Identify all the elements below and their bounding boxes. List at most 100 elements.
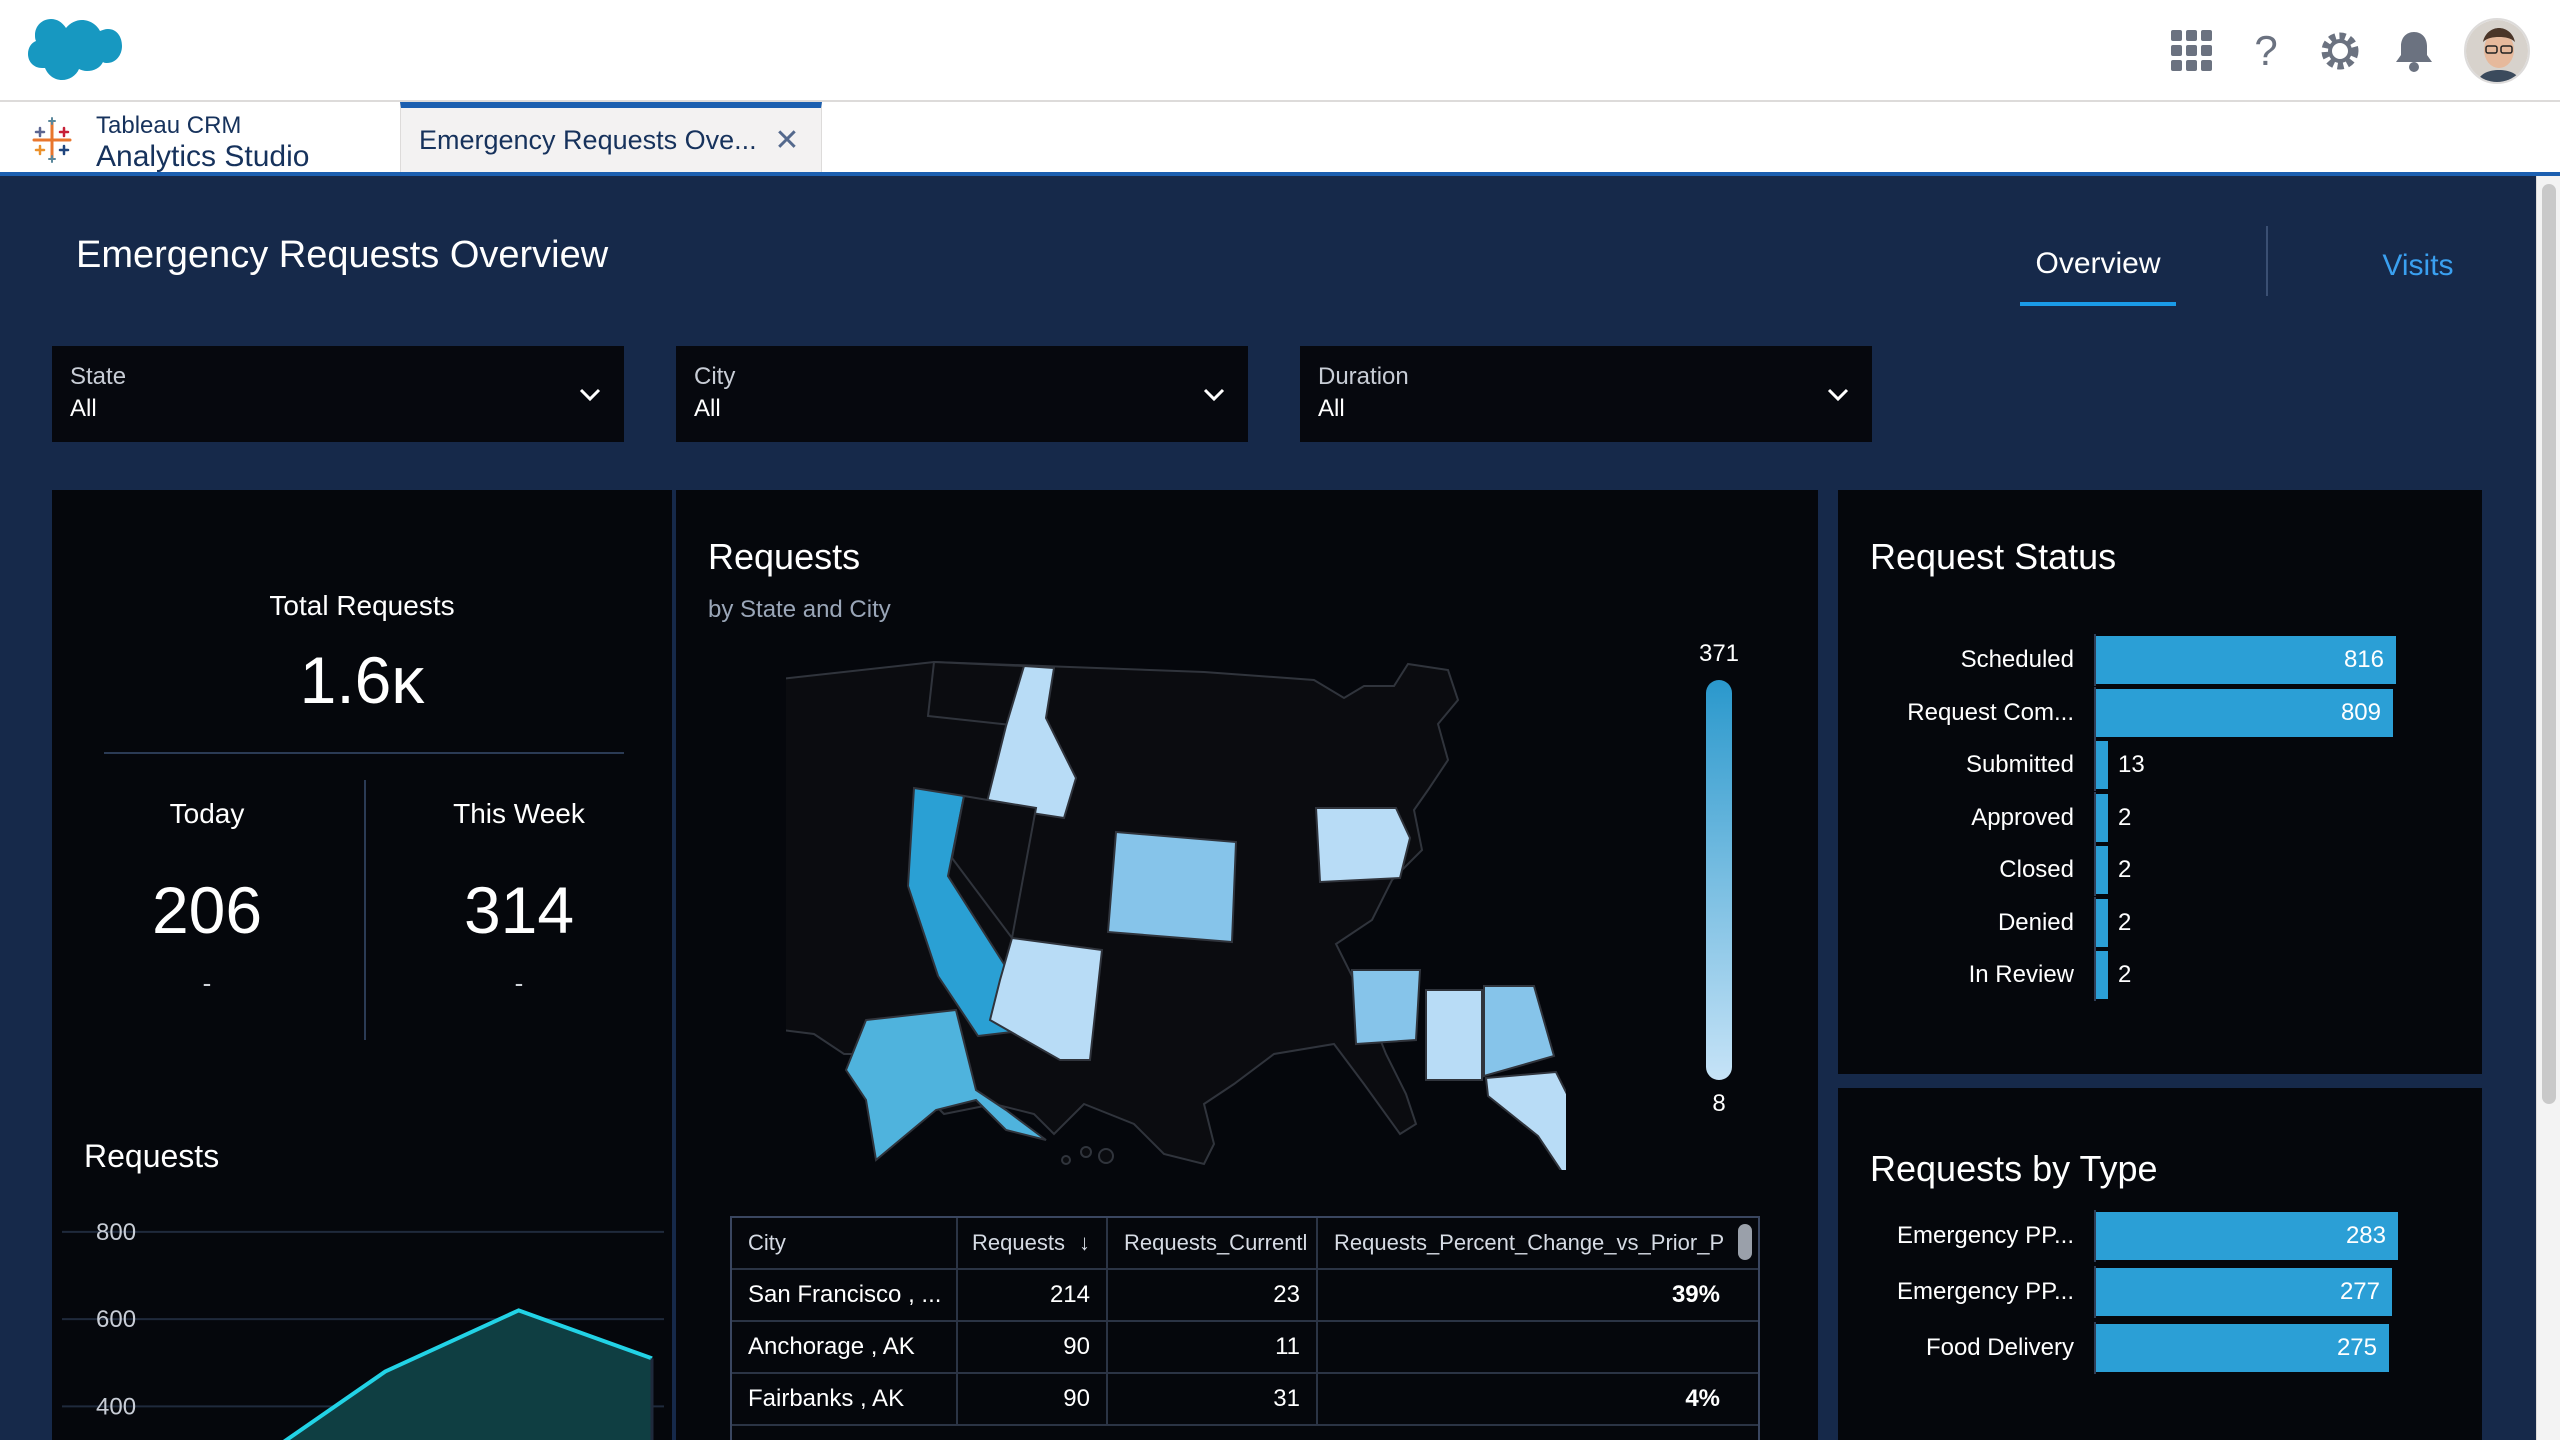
bar-category-label: Emergency PP... xyxy=(1897,1278,2074,1305)
bar-axis xyxy=(2094,896,2096,949)
bar-row[interactable]: Food Delivery 275 xyxy=(1838,1322,2482,1374)
bar-row[interactable]: Denied 2 xyxy=(1838,896,2482,949)
bar[interactable] xyxy=(2096,951,2108,999)
bar-axis xyxy=(2094,739,2096,791)
bar-row[interactable]: Closed 2 xyxy=(1838,844,2482,896)
bar-axis xyxy=(2094,634,2096,686)
bar-row[interactable]: In Review 2 xyxy=(1838,949,2482,1001)
bar[interactable]: 816 xyxy=(2096,636,2396,684)
map-legend-min: 8 xyxy=(1712,1090,1726,1117)
cell-city: San Francisco , ... xyxy=(732,1270,958,1320)
notification-bell-icon[interactable] xyxy=(2390,27,2438,75)
setup-gear-icon[interactable] xyxy=(2316,27,2364,75)
cell-pct-change xyxy=(1318,1322,1736,1372)
requests-line-chart[interactable]: 800 600 400 xyxy=(52,1190,672,1440)
bar[interactable]: 809 xyxy=(2096,688,2393,737)
state-filter[interactable]: State All xyxy=(52,346,624,442)
series-line[interactable] xyxy=(272,1308,653,1440)
request-status-title: Request Status xyxy=(1870,536,2117,577)
total-requests-value[interactable]: 1.6ĸ xyxy=(299,643,425,717)
kpi-week-label: This Week xyxy=(453,798,585,829)
chevron-down-icon[interactable] xyxy=(1200,380,1228,408)
bar-row[interactable]: Scheduled 816 xyxy=(1838,634,2482,686)
workspace-tab[interactable]: Emergency Requests Ove... ✕ xyxy=(400,102,822,172)
workspace-tab-label[interactable]: Emergency Requests Ove... xyxy=(419,124,757,155)
city-table[interactable]: City Requests ↓ Requests_Currentl Request… xyxy=(730,1216,1760,1440)
bar-category-label: In Review xyxy=(1968,961,2074,988)
sort-desc-icon[interactable]: ↓ xyxy=(1079,1230,1090,1255)
tableau-app-icon[interactable] xyxy=(28,116,76,164)
total-requests-label: Total Requests xyxy=(269,590,455,621)
bar-category-label: Emergency PP... xyxy=(1897,1222,2074,1249)
page-scrollbar[interactable] xyxy=(2536,176,2560,1440)
bar-row[interactable]: Emergency PP... 283 xyxy=(1838,1210,2482,1262)
map-panel: Requests by State and City xyxy=(676,490,1818,1440)
bar[interactable] xyxy=(2096,741,2108,789)
bar[interactable] xyxy=(2096,793,2108,842)
bar-row[interactable]: Emergency PP... 277 xyxy=(1838,1266,2482,1318)
chevron-down-icon[interactable] xyxy=(576,380,604,408)
page-scroll-thumb[interactable] xyxy=(2542,184,2556,1104)
bar-category-label: Submitted xyxy=(1965,751,2074,778)
dashboard-title: Emergency Requests Overview xyxy=(76,234,609,276)
bar-category-label: Food Delivery xyxy=(1925,1334,2074,1361)
kpi-today-label: Today xyxy=(169,798,245,829)
bar[interactable] xyxy=(2096,898,2108,947)
tab-visits[interactable]: Visits xyxy=(2382,249,2454,282)
tab-overview[interactable]: Overview xyxy=(2020,226,2176,306)
bar[interactable] xyxy=(2096,846,2108,894)
bar-value-label: 2 xyxy=(2118,803,2132,831)
col-header-pct-change[interactable]: Requests_Percent_Change_vs_Prior_P xyxy=(1334,1230,1725,1255)
col-header-requests-label: Requests xyxy=(972,1230,1065,1255)
table-row[interactable]: Anchorage , AK 90 11 xyxy=(732,1322,1758,1374)
map-color-legend xyxy=(1706,680,1732,1080)
table-row[interactable]: San Francisco , ... 214 23 39% xyxy=(732,1270,1758,1322)
col-header-requests[interactable]: Requests ↓ xyxy=(958,1218,1108,1268)
col-header-city[interactable]: City xyxy=(732,1218,958,1268)
bar-row[interactable]: Submitted 13 xyxy=(1838,739,2482,791)
user-avatar[interactable] xyxy=(2464,18,2530,84)
cell-requests: 90 xyxy=(958,1374,1108,1424)
bar-axis xyxy=(2094,844,2096,896)
table-row[interactable]: Fairbanks , AK 90 31 4% xyxy=(732,1374,1758,1426)
city-filter-value: All xyxy=(694,395,721,422)
kpi-today[interactable]: Today 206 - xyxy=(52,798,362,999)
bar[interactable]: 283 xyxy=(2096,1212,2398,1260)
bar-row[interactable]: Approved 2 xyxy=(1838,791,2482,844)
kpi-today-value: 206 xyxy=(151,873,263,947)
salesforce-logo-icon[interactable] xyxy=(28,18,122,84)
help-icon[interactable]: ? xyxy=(2254,27,2278,74)
cell-current: 23 xyxy=(1108,1270,1318,1320)
app-grid-icon[interactable] xyxy=(2168,27,2216,75)
requests-chart-title: Requests xyxy=(84,1138,220,1174)
table-scrollbar[interactable] xyxy=(1736,1222,1754,1440)
requests-by-type-panel: Requests by Type Emergency PP... 283 Emerg… xyxy=(1838,1088,2482,1440)
map-title: Requests xyxy=(708,536,861,577)
cell-requests: 214 xyxy=(958,1270,1108,1320)
area-fill xyxy=(286,1310,652,1440)
tab-divider xyxy=(2266,226,2268,296)
duration-filter[interactable]: Duration All xyxy=(1300,346,1872,442)
duration-filter-value: All xyxy=(1318,395,1345,422)
request-status-panel: Request Status Scheduled 816 Request Com..… xyxy=(1838,490,2482,1074)
bar-row[interactable]: Request Com... 809 xyxy=(1838,686,2482,739)
bar-category-label: Denied xyxy=(1997,908,2074,936)
bar-value-label: 2 xyxy=(2118,908,2132,936)
col-header-current[interactable]: Requests_Currentl xyxy=(1108,1218,1318,1268)
us-state-map[interactable] xyxy=(786,640,1566,1170)
bar[interactable]: 277 xyxy=(2096,1268,2392,1316)
close-icon[interactable]: ✕ xyxy=(774,123,800,157)
city-filter[interactable]: City All xyxy=(676,346,1248,442)
table-scroll-thumb[interactable] xyxy=(1738,1224,1752,1260)
state-filter-value: All xyxy=(70,395,97,422)
bar-category-label: Scheduled xyxy=(1960,646,2074,673)
bar[interactable]: 275 xyxy=(2096,1324,2389,1372)
map-subtitle: by State and City xyxy=(708,596,891,623)
table-header-row: City Requests ↓ Requests_Currentl Request… xyxy=(732,1218,1758,1270)
map-legend-max: 371 xyxy=(1698,640,1740,667)
kpi-this-week[interactable]: This Week 314 - xyxy=(364,798,674,999)
cell-current: 11 xyxy=(1108,1322,1318,1372)
y-tick-label: 400 xyxy=(96,1393,136,1420)
chevron-down-icon[interactable] xyxy=(1824,380,1852,408)
y-tick-label: 800 xyxy=(96,1219,136,1246)
